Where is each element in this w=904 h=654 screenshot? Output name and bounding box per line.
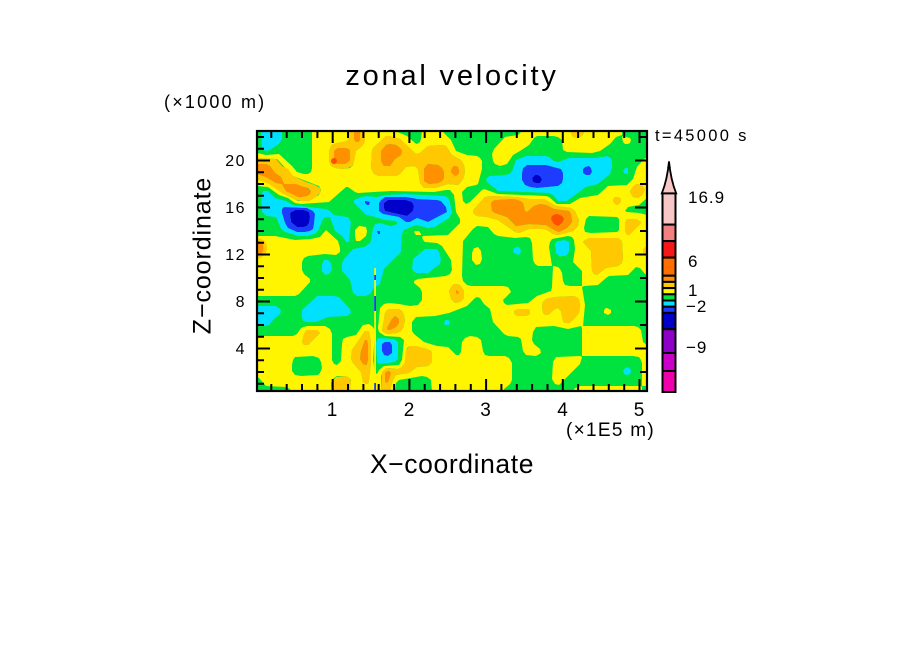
svg-text:16: 16 bbox=[225, 200, 246, 217]
svg-text:4: 4 bbox=[236, 341, 246, 358]
svg-text:5: 5 bbox=[634, 400, 645, 421]
svg-text:X−coordinate: X−coordinate bbox=[370, 449, 534, 479]
svg-text:−9: −9 bbox=[686, 338, 707, 357]
svg-text:Z−coordinate: Z−coordinate bbox=[189, 177, 217, 334]
svg-text:(×1000 m): (×1000 m) bbox=[164, 92, 266, 112]
svg-text:t=45000 s: t=45000 s bbox=[655, 127, 749, 145]
svg-text:1: 1 bbox=[688, 281, 698, 300]
svg-text:6: 6 bbox=[688, 252, 698, 271]
svg-text:12: 12 bbox=[225, 247, 246, 264]
svg-text:2: 2 bbox=[404, 400, 415, 421]
svg-text:zonal velocity: zonal velocity bbox=[345, 60, 558, 92]
svg-text:4: 4 bbox=[557, 400, 568, 421]
svg-text:8: 8 bbox=[236, 294, 246, 311]
svg-text:−2: −2 bbox=[686, 297, 707, 316]
svg-text:3: 3 bbox=[480, 400, 491, 421]
svg-text:16.9: 16.9 bbox=[688, 188, 725, 207]
svg-text:1: 1 bbox=[327, 400, 338, 421]
svg-text:20: 20 bbox=[225, 153, 246, 170]
svg-text:(×1E5 m): (×1E5 m) bbox=[566, 420, 655, 441]
